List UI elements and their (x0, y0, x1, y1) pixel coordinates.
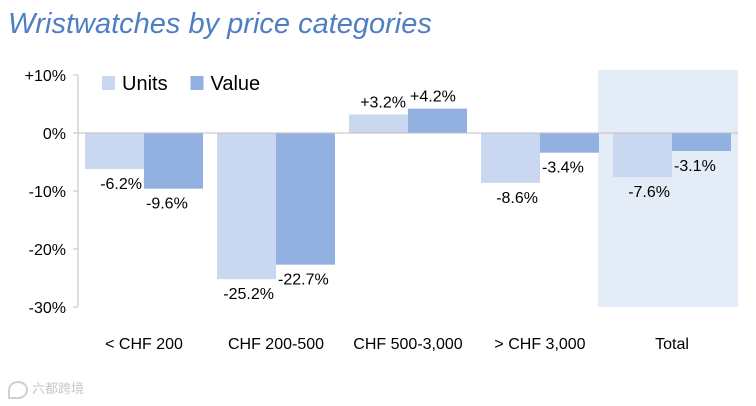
y-tick-label: -30% (29, 300, 66, 317)
data-label: -9.6% (146, 196, 188, 213)
bar-value (276, 133, 335, 265)
data-label: -7.6% (628, 184, 670, 201)
data-label: -22.7% (278, 272, 329, 289)
y-tick-label: 0% (43, 126, 66, 143)
y-tick-label: +10% (25, 68, 66, 85)
watermark-logo-icon (8, 380, 28, 399)
bar-units (613, 133, 672, 178)
bar-value (672, 133, 731, 151)
legend-label-value: Value (211, 73, 261, 95)
bar-units (85, 133, 144, 169)
category-label: Total (655, 336, 689, 353)
watermark-text: 六都跨境 (32, 381, 85, 396)
legend-swatch-value (190, 76, 204, 90)
data-label: -8.6% (496, 190, 538, 207)
bar-units (217, 133, 276, 280)
data-label: -3.4% (542, 160, 584, 177)
chart-title: Wristwatches by price categories (8, 8, 432, 40)
bar-units (349, 114, 408, 133)
category-label: < CHF 200 (105, 336, 183, 353)
data-label: -25.2% (223, 286, 274, 303)
watermark: 六都跨境 (8, 378, 84, 399)
bar-value (408, 108, 467, 133)
data-label: -3.1% (674, 158, 716, 175)
legend-swatch-units (102, 76, 115, 90)
category-label: CHF 500-3,000 (353, 336, 462, 353)
data-label: +3.2% (360, 94, 406, 111)
total-highlight-band (598, 70, 738, 307)
category-label: > CHF 3,000 (494, 336, 585, 353)
data-label: -6.2% (100, 176, 142, 193)
bar-value (540, 133, 599, 153)
bar-value (144, 133, 203, 189)
y-tick-label: -10% (29, 184, 66, 201)
category-label: CHF 200-500 (228, 336, 324, 353)
bar-units (481, 133, 540, 183)
legend-label-units: Units (122, 73, 168, 95)
data-label: +4.2% (410, 89, 456, 106)
y-tick-label: -20% (29, 242, 66, 259)
